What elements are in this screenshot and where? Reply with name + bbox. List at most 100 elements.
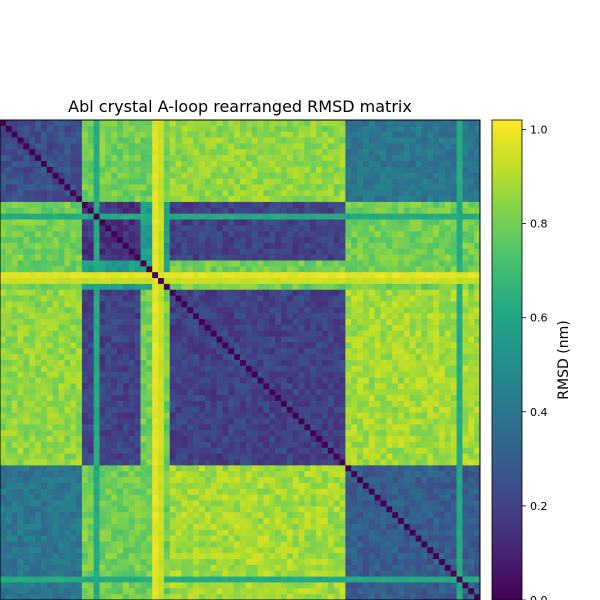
heatmap-cell <box>210 278 217 285</box>
heatmap-cell <box>163 283 171 291</box>
heatmap-cell <box>234 201 241 209</box>
heatmap-cell <box>175 160 182 168</box>
heatmap-cell <box>175 143 182 150</box>
heatmap-cell <box>357 295 364 302</box>
heatmap-cell <box>117 160 124 168</box>
heatmap-cell <box>362 248 370 256</box>
heatmap-cell <box>111 196 118 203</box>
heatmap-cell <box>134 383 141 390</box>
heatmap-cell <box>427 278 434 285</box>
heatmap-cell <box>310 295 317 302</box>
heatmap-cell <box>169 453 177 460</box>
heatmap-cell <box>392 441 399 449</box>
heatmap-cell <box>152 272 159 279</box>
heatmap-cell <box>169 412 177 419</box>
heatmap-cell <box>181 360 188 367</box>
heatmap-cell <box>58 166 65 174</box>
heatmap-cell <box>474 324 481 332</box>
heatmap-cell <box>158 120 165 127</box>
heatmap-cell <box>450 149 457 156</box>
heatmap-cell <box>321 196 329 203</box>
heatmap-cell <box>386 313 393 320</box>
heatmap-cell <box>122 137 130 144</box>
heatmap-cell <box>333 213 340 220</box>
heatmap-cell <box>280 213 288 220</box>
heatmap-cell <box>380 283 387 291</box>
heatmap-cell <box>228 418 235 425</box>
heatmap-cell <box>81 400 89 408</box>
heatmap-cell <box>298 131 305 138</box>
heatmap-cell <box>456 348 463 355</box>
heatmap-cell <box>427 360 434 367</box>
heatmap-cell <box>181 377 188 384</box>
heatmap-cell <box>87 172 95 179</box>
heatmap-cell <box>427 459 434 466</box>
heatmap-cell <box>187 260 194 267</box>
heatmap-cell <box>286 213 294 220</box>
heatmap-cell <box>222 342 229 349</box>
heatmap-cell <box>5 400 13 408</box>
heatmap-cell <box>234 283 241 291</box>
heatmap-cell <box>321 266 329 273</box>
heatmap-cell <box>169 289 177 297</box>
heatmap-cell <box>421 459 428 466</box>
heatmap-cell <box>76 465 83 472</box>
heatmap-cell <box>64 365 71 373</box>
heatmap-cell <box>5 453 13 460</box>
heatmap-cell <box>35 465 42 472</box>
heatmap-cell <box>152 406 159 414</box>
heatmap-cell <box>122 237 130 244</box>
heatmap-cell <box>327 213 335 220</box>
heatmap-cell <box>351 131 358 138</box>
heatmap-cell <box>368 143 376 150</box>
heatmap-cell <box>386 424 393 431</box>
heatmap-cell <box>251 383 258 390</box>
heatmap-cell <box>374 418 381 425</box>
heatmap-cell <box>298 190 305 197</box>
heatmap-cell <box>5 295 13 302</box>
heatmap-cell <box>17 301 24 308</box>
heatmap-cell <box>444 313 452 320</box>
heatmap-cell <box>298 242 305 250</box>
heatmap-cell <box>5 424 13 431</box>
heatmap-cell <box>280 447 288 455</box>
heatmap-cell <box>392 383 399 390</box>
heatmap-cell <box>111 225 118 232</box>
heatmap-cell <box>280 400 288 408</box>
heatmap-cell <box>286 406 294 414</box>
heatmap-cell <box>70 125 77 133</box>
heatmap-cell <box>316 190 323 197</box>
heatmap-cell <box>87 354 95 361</box>
heatmap-cell <box>81 295 89 302</box>
heatmap-cell <box>380 371 387 378</box>
heatmap-cell <box>357 254 364 261</box>
heatmap-cell <box>392 254 399 261</box>
heatmap-cell <box>105 441 112 449</box>
heatmap-cell <box>421 172 428 179</box>
heatmap-cell <box>5 430 13 437</box>
heatmap-cell <box>81 172 89 179</box>
heatmap-cell <box>427 248 434 256</box>
heatmap-cell <box>222 418 229 425</box>
heatmap-cell <box>93 266 100 273</box>
heatmap-cell <box>29 260 36 267</box>
heatmap-cell <box>175 149 182 156</box>
heatmap-cell <box>245 371 253 378</box>
heatmap-cell <box>152 436 159 443</box>
heatmap-cell <box>456 319 463 326</box>
heatmap-cell <box>193 301 200 308</box>
heatmap-cell <box>64 260 71 267</box>
heatmap-cell <box>263 231 270 238</box>
heatmap-cell <box>257 201 264 209</box>
heatmap-cell <box>386 471 393 478</box>
heatmap-cell <box>339 219 346 226</box>
heatmap-cell <box>70 371 77 378</box>
heatmap-cell <box>152 207 159 215</box>
heatmap-cell <box>99 365 106 373</box>
heatmap-cell <box>433 360 440 367</box>
heatmap-cell <box>357 283 364 291</box>
heatmap-cell <box>345 360 352 367</box>
heatmap-cell <box>163 301 171 308</box>
heatmap-cell <box>439 330 446 337</box>
heatmap-cell <box>234 143 241 150</box>
